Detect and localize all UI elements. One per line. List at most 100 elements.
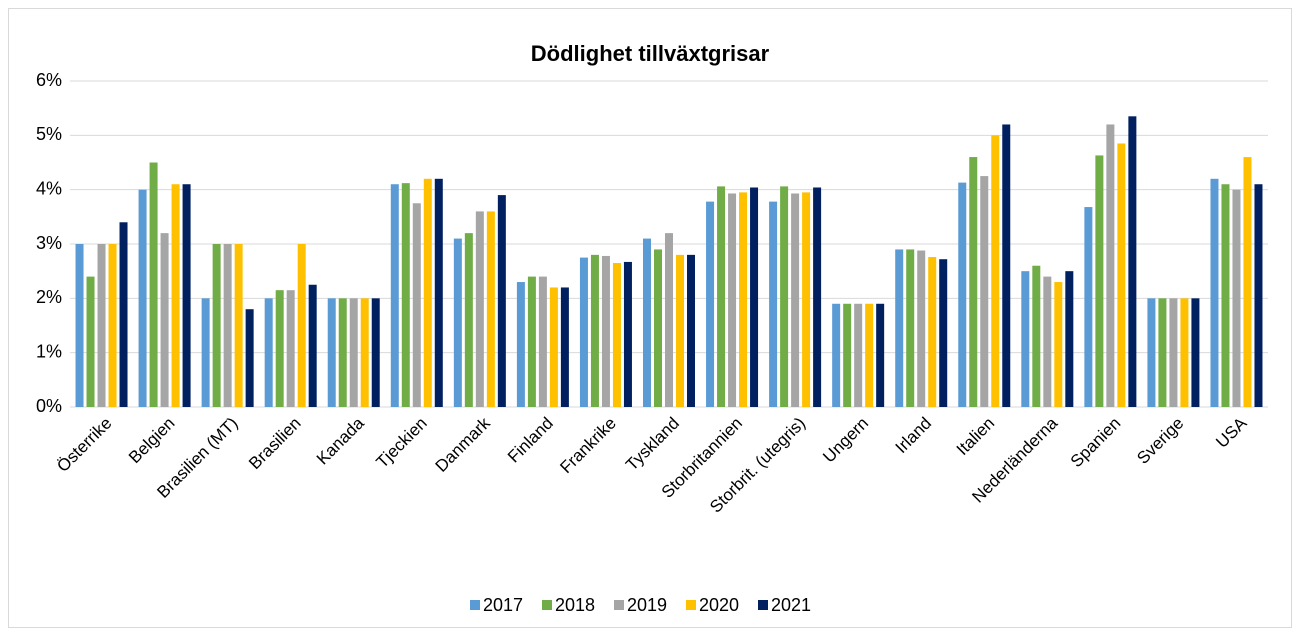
bar — [234, 244, 243, 407]
bar — [1002, 124, 1011, 407]
bar — [623, 261, 632, 407]
legend-swatch — [542, 600, 552, 610]
bar — [813, 187, 822, 407]
bar — [643, 238, 651, 407]
bar — [843, 303, 852, 407]
y-tick-label: 6% — [36, 70, 62, 90]
bar — [969, 157, 978, 407]
bar — [360, 298, 369, 407]
bar — [906, 249, 915, 407]
bar — [75, 244, 84, 407]
y-tick-label: 1% — [36, 341, 62, 361]
bar — [917, 250, 926, 407]
bar — [182, 184, 191, 407]
bar — [612, 263, 621, 407]
legend-label: 2018 — [555, 595, 595, 615]
bar — [717, 186, 726, 407]
bar — [728, 193, 737, 407]
bar — [497, 195, 506, 407]
bar — [1158, 298, 1167, 407]
bar — [149, 162, 158, 407]
bar — [138, 189, 147, 407]
bar — [264, 298, 273, 407]
bar — [958, 182, 967, 407]
bar — [527, 276, 536, 407]
bar — [453, 238, 462, 407]
bar — [371, 298, 380, 407]
bar — [412, 203, 421, 407]
bar — [1128, 116, 1137, 408]
bar — [654, 249, 662, 407]
legend-swatch — [686, 600, 696, 610]
bar — [338, 298, 347, 407]
legend-swatch — [470, 600, 480, 610]
bar — [876, 303, 885, 407]
bar — [687, 254, 695, 407]
legend-label: 2017 — [483, 595, 523, 615]
bar — [665, 233, 673, 407]
bar — [86, 276, 95, 407]
bar — [297, 244, 306, 407]
bar — [802, 192, 811, 407]
y-tick-label: 3% — [36, 233, 62, 253]
bar — [1084, 207, 1093, 407]
bar — [601, 255, 610, 407]
y-tick-label: 0% — [36, 396, 62, 416]
bar — [560, 287, 569, 407]
bar — [401, 183, 410, 407]
bar — [160, 233, 169, 407]
bar — [1147, 298, 1156, 407]
bar — [516, 282, 525, 407]
bar — [212, 244, 221, 407]
bar — [854, 303, 863, 407]
bar — [769, 201, 778, 407]
bar — [1032, 265, 1041, 407]
bar — [538, 276, 547, 407]
bar — [223, 244, 232, 407]
bar — [549, 287, 558, 407]
bar — [349, 298, 358, 407]
bar — [928, 257, 937, 407]
bar — [423, 178, 432, 407]
bar — [1021, 271, 1030, 407]
bar — [464, 233, 473, 407]
bar — [97, 244, 106, 407]
bar — [706, 201, 715, 407]
legend-label: 2020 — [699, 595, 739, 615]
bar — [980, 176, 989, 407]
bar — [1210, 178, 1219, 407]
bar — [791, 193, 800, 407]
bar — [390, 184, 399, 407]
y-tick-label: 5% — [36, 124, 62, 144]
bar — [327, 298, 336, 407]
bar — [1054, 282, 1063, 407]
bar — [1180, 298, 1189, 407]
bar — [1106, 124, 1115, 407]
bar — [1254, 184, 1263, 407]
bar — [1232, 189, 1241, 407]
bar — [991, 135, 1000, 408]
bar — [895, 249, 904, 407]
bar — [434, 178, 443, 407]
bar — [1243, 157, 1252, 407]
bar — [939, 259, 948, 407]
bar — [171, 184, 180, 407]
bar — [1043, 276, 1052, 407]
bar — [475, 211, 484, 407]
chart-title: Dödlighet tillväxtgrisar — [531, 41, 770, 66]
y-tick-label: 4% — [36, 178, 62, 198]
legend-swatch — [614, 600, 624, 610]
bar — [119, 222, 128, 407]
y-tick-label: 2% — [36, 287, 62, 307]
bar — [275, 290, 284, 407]
bar — [1221, 184, 1230, 407]
bar — [780, 186, 789, 407]
bar — [1065, 271, 1074, 407]
legend-label: 2019 — [627, 595, 667, 615]
bar — [108, 244, 117, 407]
bar — [486, 211, 495, 407]
bar — [286, 290, 295, 407]
bar — [676, 254, 684, 407]
